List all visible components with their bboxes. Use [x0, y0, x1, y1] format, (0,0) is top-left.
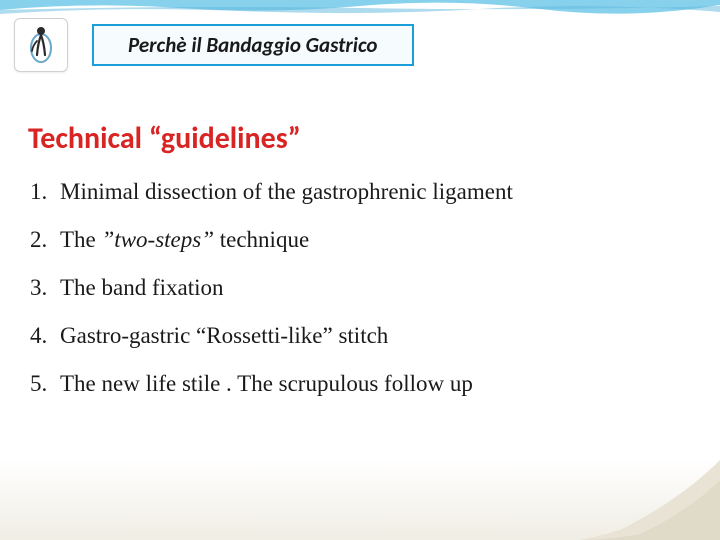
item-number: 4.	[30, 323, 60, 349]
slide-title: Perchè il Bandaggio Gastrico	[128, 32, 378, 58]
guidelines-list: 1. Minimal dissection of the gastrophren…	[0, 179, 720, 397]
decorative-corner-accent	[580, 450, 720, 540]
title-box: Perchè il Bandaggio Gastrico	[92, 24, 414, 66]
item-text: Gastro-gastric “Rossetti-like” stitch	[60, 323, 690, 349]
list-item: 1. Minimal dissection of the gastrophren…	[30, 179, 690, 205]
item-number: 1.	[30, 179, 60, 205]
list-item: 4. Gastro-gastric “Rossetti-like” stitch	[30, 323, 690, 349]
item-number: 2.	[30, 227, 60, 253]
item-number: 5.	[30, 371, 60, 397]
surgical-figure-icon	[23, 23, 59, 67]
section-heading: Technical “guidelines”	[28, 120, 720, 157]
list-item: 3. The band fixation	[30, 275, 690, 301]
item-text: Minimal dissection of the gastrophrenic …	[60, 179, 690, 205]
item-text: The new life stile . The scrupulous foll…	[60, 371, 690, 397]
logo-box	[14, 18, 68, 72]
list-item: 2. The ”two-steps” technique	[30, 227, 690, 253]
list-item: 5. The new life stile . The scrupulous f…	[30, 371, 690, 397]
item-text: The ”two-steps” technique	[60, 227, 690, 253]
decorative-wave-top	[0, 0, 720, 18]
item-number: 3.	[30, 275, 60, 301]
item-text: The band fixation	[60, 275, 690, 301]
